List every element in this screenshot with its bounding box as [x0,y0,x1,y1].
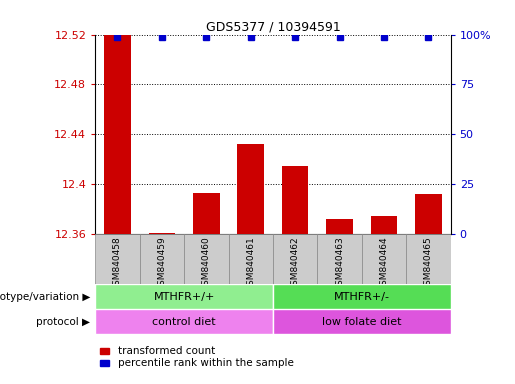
Text: control diet: control diet [152,316,216,327]
Bar [184,234,229,284]
Text: GSM840460: GSM840460 [202,237,211,291]
Bar [193,193,219,234]
Bar [273,284,451,309]
Bar [282,166,308,234]
Text: transformed count: transformed count [118,346,216,356]
Bar [100,360,109,366]
Bar [273,309,451,334]
Bar [237,144,264,234]
Bar [100,348,109,354]
Bar [327,219,353,234]
Bar [229,234,273,284]
Bar [362,234,406,284]
Text: GSM840464: GSM840464 [380,237,388,291]
Title: GDS5377 / 10394591: GDS5377 / 10394591 [205,20,340,33]
Text: genotype/variation ▶: genotype/variation ▶ [0,291,90,302]
Text: GSM840458: GSM840458 [113,237,122,291]
Text: percentile rank within the sample: percentile rank within the sample [118,358,295,368]
Bar [140,234,184,284]
Bar [95,234,140,284]
Text: GSM840462: GSM840462 [290,237,300,291]
Bar [317,234,362,284]
Bar [148,233,175,234]
Text: GSM840461: GSM840461 [246,237,255,291]
Bar [415,194,442,234]
Text: MTHFR+/-: MTHFR+/- [334,291,390,302]
Bar [95,284,273,309]
Text: low folate diet: low folate diet [322,316,402,327]
Bar [371,215,398,234]
Text: GSM840463: GSM840463 [335,237,344,291]
Text: GSM840465: GSM840465 [424,237,433,291]
Text: GSM840459: GSM840459 [158,237,166,291]
Bar [273,234,317,284]
Bar [95,309,273,334]
Text: MTHFR+/+: MTHFR+/+ [153,291,215,302]
Bar [406,234,451,284]
Text: protocol ▶: protocol ▶ [36,316,90,327]
Bar [104,35,131,234]
